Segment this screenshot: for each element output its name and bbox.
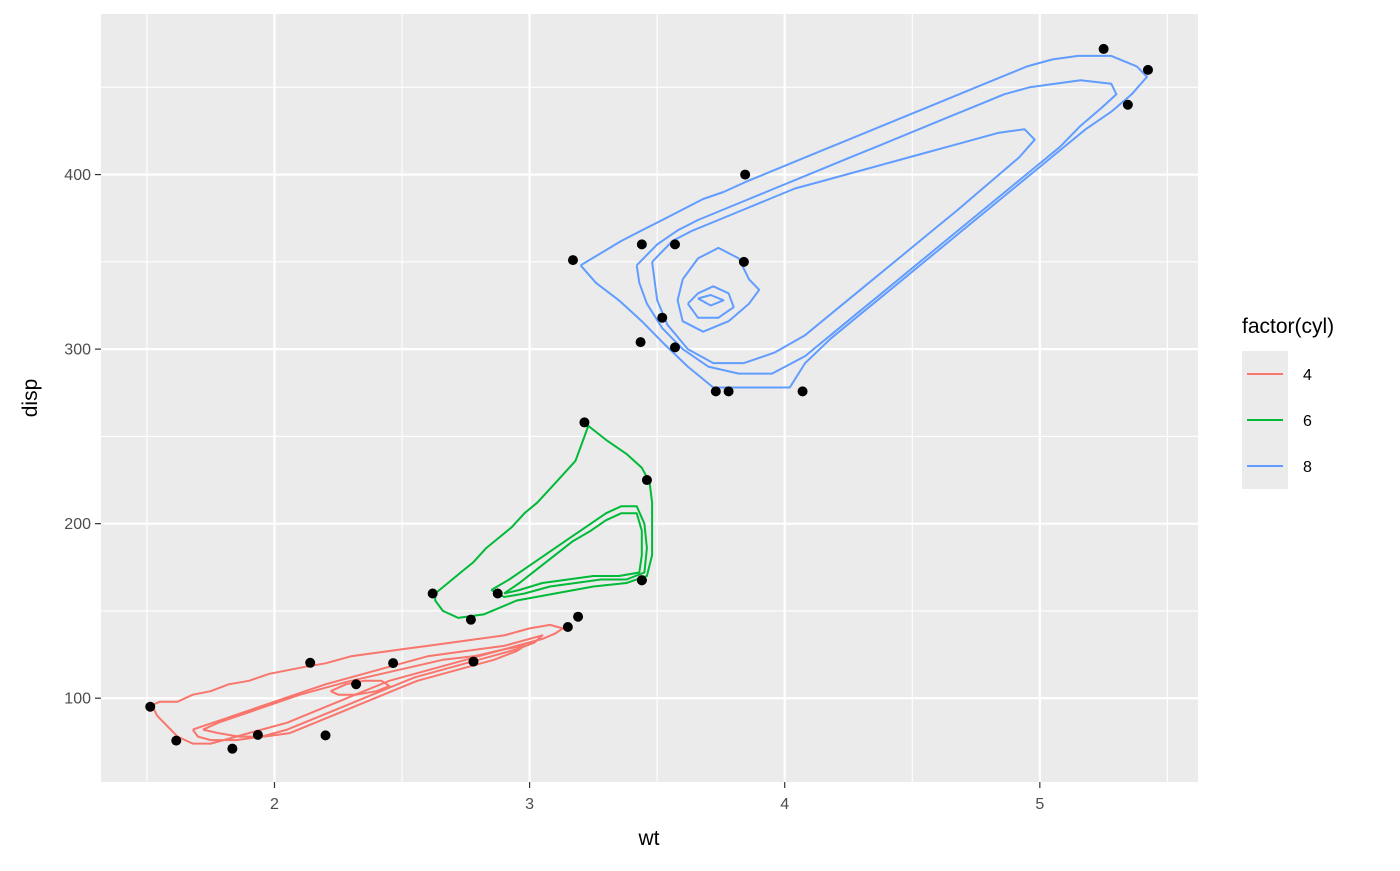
data-point	[657, 312, 668, 323]
contour-line-cyl-4	[151, 623, 564, 745]
data-point	[1142, 64, 1153, 75]
data-point	[320, 730, 331, 741]
data-point	[723, 386, 734, 397]
data-point	[710, 386, 721, 397]
data-point	[573, 611, 584, 622]
legend-title: factor(cyl)	[1242, 315, 1334, 338]
data-point	[740, 169, 751, 180]
y-tick-label: 200	[64, 516, 91, 533]
data-point	[567, 255, 578, 266]
data-point	[636, 239, 647, 250]
y-tick-label: 400	[64, 167, 91, 184]
data-point	[171, 735, 182, 746]
data-point	[562, 622, 573, 633]
density-contours	[151, 54, 1148, 745]
contour-line-cyl-8	[676, 246, 761, 333]
contour-line-cyl-8	[686, 285, 735, 319]
data-point	[670, 239, 681, 250]
legend-entries: 4 6 8	[1247, 367, 1312, 476]
data-point	[305, 657, 316, 668]
y-axis-ticks: 100 200 300 400	[64, 167, 101, 708]
data-point	[635, 337, 646, 348]
data-point	[388, 658, 399, 669]
data-point	[252, 729, 263, 740]
data-point	[227, 743, 238, 754]
data-point	[465, 614, 476, 625]
legend-label: 4	[1303, 367, 1312, 384]
data-point	[492, 588, 503, 599]
x-tick-label: 3	[525, 796, 534, 813]
y-axis-title: disp	[19, 379, 42, 418]
contour-line-cyl-8	[579, 54, 1148, 389]
data-point	[468, 656, 479, 667]
x-tick-label: 2	[270, 796, 279, 813]
legend-label: 6	[1303, 413, 1312, 430]
contour-line-cyl-4	[191, 634, 544, 742]
y-tick-label: 300	[64, 342, 91, 359]
panel-background	[101, 14, 1198, 782]
legend-label: 8	[1303, 459, 1312, 476]
contour-line-cyl-6	[503, 512, 643, 595]
x-axis-title: wt	[638, 827, 660, 850]
data-point	[738, 256, 749, 267]
minor-gridlines	[101, 14, 1198, 782]
contour-line-cyl-8	[651, 128, 1036, 365]
data-point	[1098, 43, 1109, 54]
data-point	[427, 588, 438, 599]
data-point	[1122, 99, 1133, 110]
y-tick-label: 100	[64, 691, 91, 708]
data-point	[579, 417, 590, 428]
contour-line-cyl-6	[434, 424, 654, 619]
legend: factor(cyl) 4 6 8	[1242, 315, 1334, 489]
contour-line-cyl-8	[635, 79, 1118, 375]
data-point	[636, 575, 647, 586]
data-point	[351, 679, 362, 690]
data-point	[145, 701, 156, 712]
contour-line-cyl-8	[697, 294, 725, 307]
contour-line-cyl-6	[490, 505, 648, 598]
data-point	[670, 342, 681, 353]
data-point	[641, 475, 652, 486]
x-axis-ticks: 2 3 4 5	[270, 782, 1044, 813]
x-tick-label: 4	[780, 796, 789, 813]
contour-line-cyl-4	[202, 644, 526, 738]
data-point	[797, 386, 808, 397]
x-tick-label: 5	[1035, 796, 1044, 813]
scatter-points	[145, 43, 1153, 754]
